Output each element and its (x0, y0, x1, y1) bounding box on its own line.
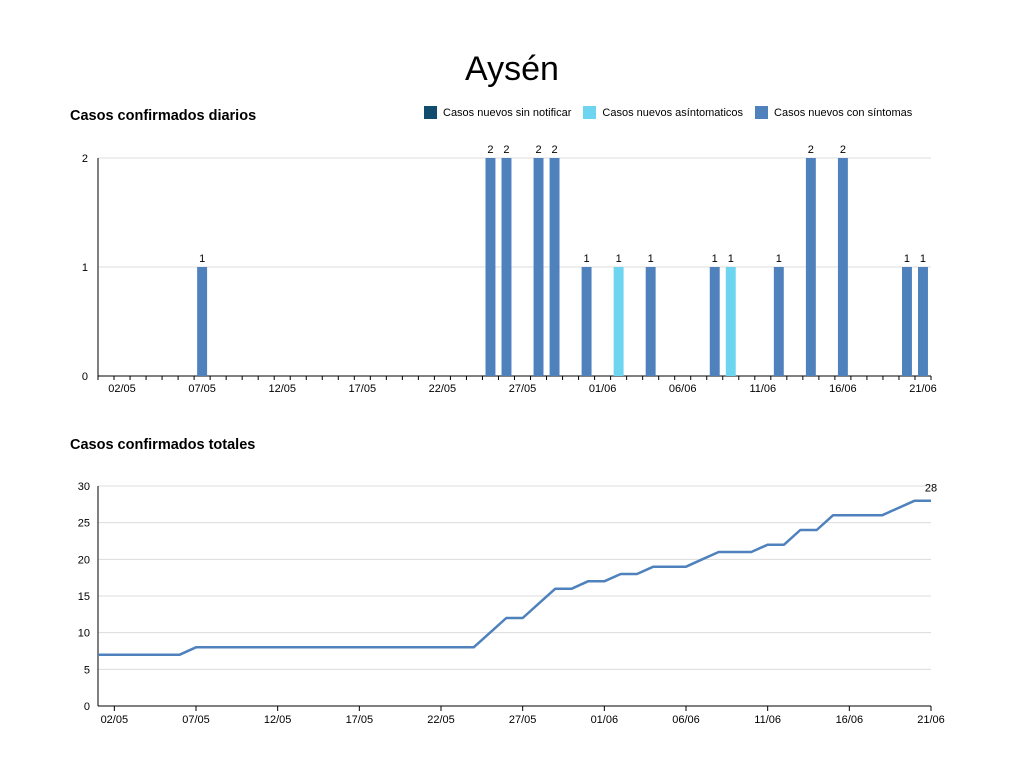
legend-item-asintomaticos: Casos nuevos asíntomaticos (583, 106, 743, 119)
legend: Casos nuevos sin notificar Casos nuevos … (424, 106, 912, 119)
bar (549, 158, 560, 376)
bar-value-label: 2 (840, 144, 846, 156)
bar-value-label: 2 (535, 144, 541, 156)
bar (501, 158, 512, 376)
bar (613, 267, 624, 376)
legend-swatch-sin-notificar (424, 106, 437, 119)
x-tick-label: 06/06 (669, 383, 697, 395)
bar-value-label: 2 (551, 144, 557, 156)
x-tick-label: 21/06 (909, 383, 937, 395)
legend-swatch-con-sintomas (755, 106, 769, 119)
x-tick-label: 01/06 (589, 383, 617, 395)
bar-value-label: 1 (776, 253, 782, 265)
x-tick-label: 22/05 (429, 383, 457, 395)
bar (725, 267, 736, 376)
x-tick-label: 12/05 (268, 383, 296, 395)
bar (485, 158, 496, 376)
x-tick-label: 02/05 (101, 714, 129, 726)
x-tick-label: 02/05 (108, 383, 136, 395)
y-tick-label: 20 (78, 554, 90, 566)
x-tick-label: 17/05 (346, 714, 374, 726)
x-tick-label: 16/06 (829, 383, 857, 395)
x-tick-label: 17/05 (349, 383, 377, 395)
bar (709, 267, 720, 376)
x-tick-label: 21/06 (917, 714, 945, 726)
x-tick-label: 27/05 (509, 714, 537, 726)
x-tick-label: 01/06 (591, 714, 619, 726)
bar (645, 267, 656, 376)
bar-value-label: 2 (487, 144, 493, 156)
y-tick-label: 5 (84, 664, 90, 676)
bar (805, 158, 816, 376)
legend-label-sin-notificar: Casos nuevos sin notificar (443, 106, 572, 119)
daily-chart-title: Casos confirmados diarios (70, 108, 257, 124)
x-tick-label: 27/05 (509, 383, 537, 395)
series-line (98, 499, 931, 656)
bar-value-label: 2 (503, 144, 509, 156)
x-tick-label: 07/05 (188, 383, 216, 395)
x-tick-label: 11/06 (754, 714, 781, 726)
legend-label-asintomaticos: Casos nuevos asíntomaticos (602, 106, 744, 119)
end-value-label: 28 (925, 483, 937, 495)
bar-value-label: 1 (728, 253, 734, 265)
x-tick-label: 12/05 (264, 714, 292, 726)
x-tick-label: 11/06 (749, 383, 776, 395)
x-tick-label: 07/05 (182, 714, 210, 726)
bar (197, 267, 208, 376)
y-tick-label: 10 (78, 628, 90, 640)
y-tick-label: 25 (78, 518, 90, 530)
bar (918, 267, 928, 376)
y-tick-label: 2 (82, 153, 88, 165)
y-tick-label: 0 (84, 701, 90, 713)
bar-value-label: 1 (648, 253, 654, 265)
y-tick-label: 1 (82, 262, 88, 274)
daily-chart: 0 1 2 02/05 07/05 12/05 17/05 22/05 27/05 01/06 06… (82, 144, 937, 395)
y-tick-label: 30 (78, 481, 90, 493)
legend-label-con-sintomas: Casos nuevos con síntomas (774, 106, 913, 119)
bar-value-label: 1 (712, 253, 718, 265)
bar-value-label: 1 (920, 253, 926, 265)
bar-value-label: 1 (904, 253, 910, 265)
legend-swatch-asintomaticos (583, 106, 597, 119)
page-title: Aysén (465, 50, 559, 88)
y-tick-label: 0 (82, 371, 88, 383)
x-tick-label: 22/05 (427, 714, 455, 726)
legend-item-con-sintomas: Casos nuevos con síntomas (755, 106, 912, 119)
legend-item-sin-notificar: Casos nuevos sin notificar (424, 106, 571, 119)
bar-value-label: 2 (808, 144, 814, 156)
total-chart-title: Casos confirmados totales (70, 437, 256, 453)
x-tick-label: 16/06 (836, 714, 864, 726)
bar (837, 158, 848, 376)
bar (773, 267, 784, 376)
bar-value-label: 1 (616, 253, 622, 265)
bar-value-label: 1 (584, 253, 590, 265)
bar (581, 267, 592, 376)
bar-value-label: 1 (199, 253, 205, 265)
y-tick-label: 15 (78, 591, 90, 603)
x-tick-label: 06/06 (672, 714, 700, 726)
bar (902, 267, 912, 376)
bar (533, 158, 544, 376)
